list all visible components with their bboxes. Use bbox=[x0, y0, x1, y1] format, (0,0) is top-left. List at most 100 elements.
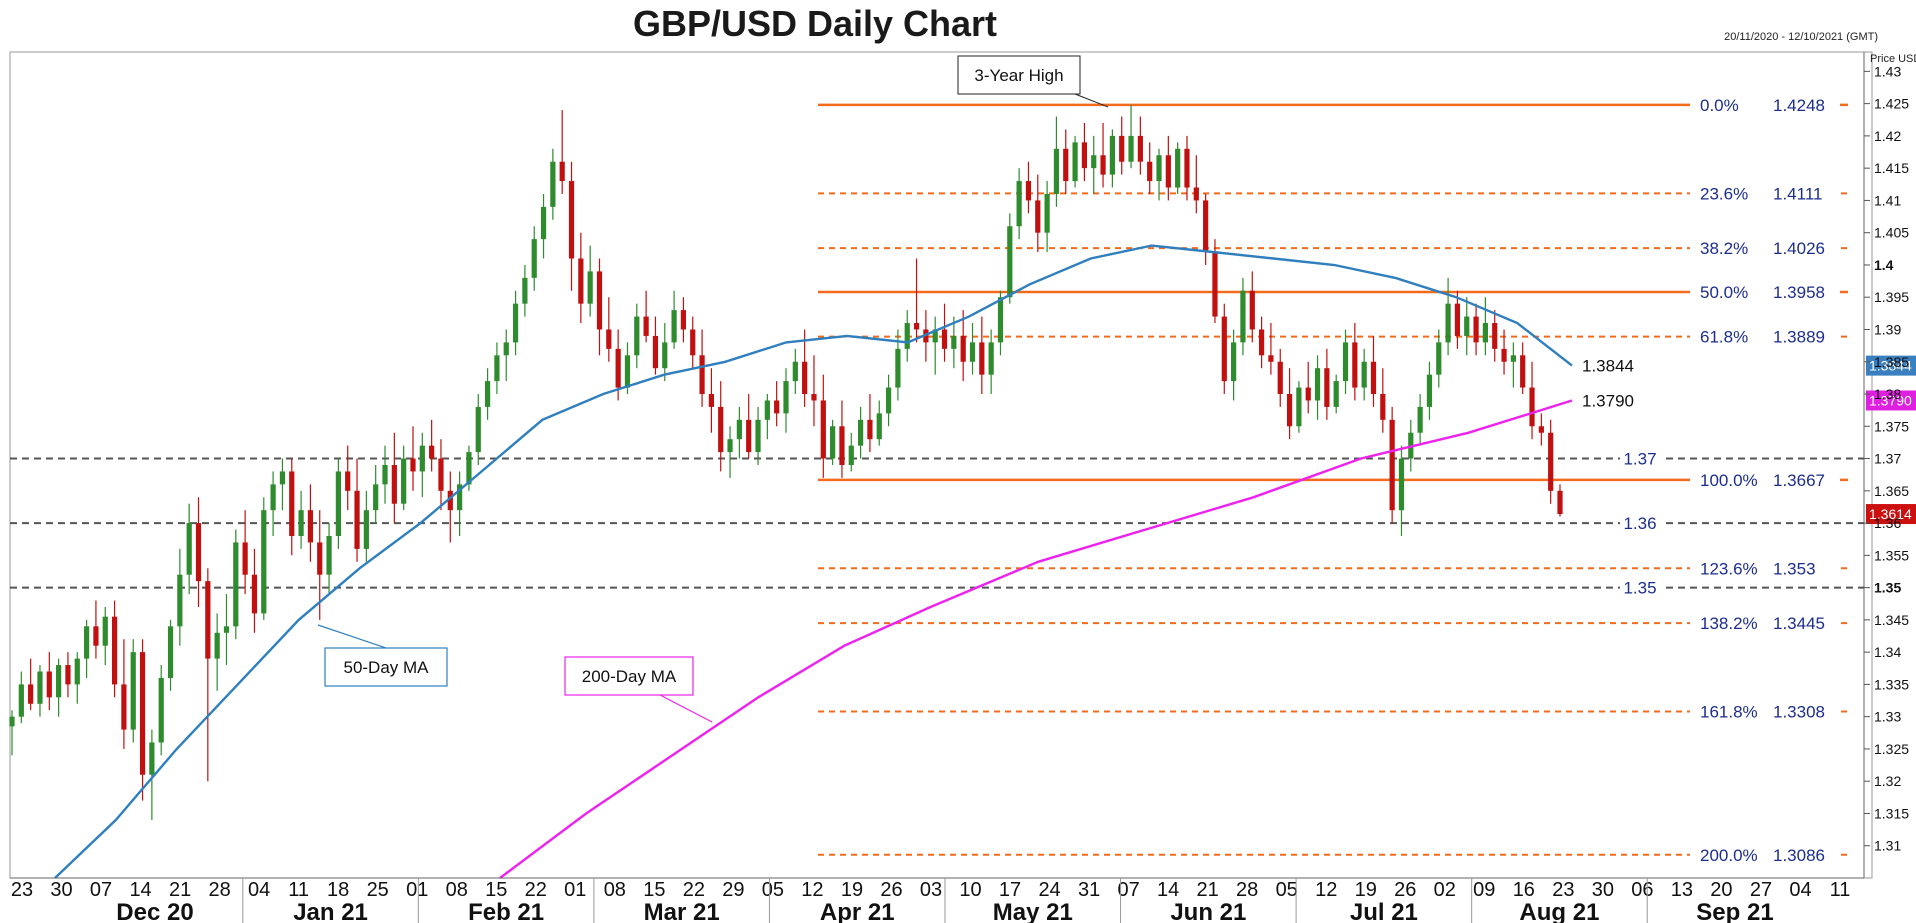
candle-body bbox=[1249, 290, 1255, 330]
x-day-label: 24 bbox=[1038, 879, 1060, 901]
x-day-label: 09 bbox=[1473, 879, 1495, 901]
candle-body bbox=[1333, 381, 1339, 407]
x-day-label: 01 bbox=[406, 879, 428, 901]
candle-body bbox=[1557, 490, 1563, 515]
candle-body bbox=[326, 535, 332, 575]
candle-body bbox=[1370, 361, 1377, 395]
level-label: 1.37 bbox=[1623, 450, 1656, 469]
x-day-label: 16 bbox=[1513, 879, 1535, 901]
fib-price-label: 1.3889 bbox=[1773, 328, 1825, 347]
candle-body bbox=[1203, 200, 1209, 253]
y-tick-label: 1.315 bbox=[1874, 805, 1909, 821]
ma200-label-box bbox=[564, 656, 694, 696]
candle-body bbox=[177, 574, 183, 627]
candle-body bbox=[1212, 252, 1218, 317]
candle-body bbox=[1016, 181, 1022, 227]
candle-body bbox=[820, 400, 826, 459]
candle-body bbox=[242, 542, 248, 575]
candle-body bbox=[1380, 394, 1386, 420]
fib-percent-label: 123.6% bbox=[1700, 559, 1758, 578]
candle-body bbox=[37, 671, 43, 704]
x-day-label: 08 bbox=[604, 879, 626, 901]
y-tick-label: 1.415 bbox=[1874, 160, 1909, 176]
x-day-label: 30 bbox=[1592, 879, 1614, 901]
plot-frame bbox=[9, 51, 1873, 879]
fib-label-bg bbox=[1690, 237, 1840, 260]
x-month-label: Jun 21 bbox=[1170, 899, 1246, 923]
candle-body bbox=[839, 426, 845, 465]
candle-body bbox=[951, 335, 957, 349]
candle-body bbox=[512, 303, 519, 343]
candle-body bbox=[1492, 323, 1498, 349]
candle-body bbox=[74, 658, 80, 685]
candle-body bbox=[475, 406, 481, 453]
candle-body bbox=[1025, 181, 1032, 201]
candle-body bbox=[1445, 303, 1451, 343]
candle-body bbox=[522, 277, 528, 304]
candle-body bbox=[932, 329, 938, 343]
candle-body bbox=[1165, 155, 1171, 188]
candle-body bbox=[1436, 342, 1442, 375]
fib-label-bg bbox=[1690, 182, 1840, 205]
x-day-label: 25 bbox=[367, 879, 389, 901]
candle-body bbox=[690, 329, 696, 356]
candle-body bbox=[680, 310, 687, 330]
x-day-label: 11 bbox=[1830, 879, 1851, 901]
x-day-label: 31 bbox=[1078, 879, 1100, 901]
x-day-label: 26 bbox=[1394, 879, 1416, 901]
candle-body bbox=[587, 271, 593, 304]
x-day-label: 11 bbox=[288, 879, 309, 901]
x-day-label: 19 bbox=[1355, 879, 1377, 901]
level-label: 1.36 bbox=[1623, 514, 1656, 533]
candle-body bbox=[596, 271, 603, 330]
candle-body bbox=[289, 471, 295, 536]
candle-body bbox=[1221, 316, 1227, 382]
y-tick-label: 1.335 bbox=[1874, 676, 1909, 692]
x-day-label: 07 bbox=[1117, 879, 1139, 901]
candle-body bbox=[167, 626, 174, 678]
fib-label-bg bbox=[1690, 281, 1840, 304]
level-label-bg bbox=[1620, 512, 1664, 535]
candle-body bbox=[1314, 368, 1321, 401]
ma50-value-label: 1.3844 bbox=[1582, 357, 1634, 376]
candle-body bbox=[1548, 432, 1554, 491]
candle-body bbox=[1361, 361, 1367, 388]
candle-body bbox=[624, 355, 631, 388]
y-tick-label: 1.32 bbox=[1874, 773, 1901, 789]
candle-body bbox=[1147, 161, 1153, 182]
candle-body bbox=[251, 574, 258, 614]
candle-body bbox=[1342, 342, 1349, 382]
fib-price-label: 1.3445 bbox=[1773, 614, 1825, 633]
price-tag-bg bbox=[1866, 390, 1916, 411]
x-day-label: 07 bbox=[90, 879, 112, 901]
candle-body bbox=[867, 419, 873, 440]
candle-body bbox=[195, 523, 202, 582]
candle-body bbox=[84, 626, 90, 659]
y-tick-label: 1.405 bbox=[1874, 225, 1909, 241]
candlesticks bbox=[9, 104, 1563, 820]
candle-body bbox=[1258, 329, 1265, 356]
candle-body bbox=[391, 465, 397, 504]
x-month-label: Aug 21 bbox=[1519, 899, 1599, 923]
fib-label-bg bbox=[1690, 612, 1840, 635]
candle-body bbox=[1501, 348, 1507, 362]
x-day-label: 17 bbox=[999, 879, 1021, 901]
y-tick-label: 1.43 bbox=[1874, 63, 1901, 79]
x-day-label: 19 bbox=[841, 879, 863, 901]
candle-body bbox=[1128, 135, 1134, 162]
price-tag-bg bbox=[1866, 504, 1916, 525]
moving-averages bbox=[54, 244, 1573, 879]
candle-body bbox=[606, 329, 612, 349]
candle-body bbox=[830, 426, 836, 459]
x-day-label: 30 bbox=[50, 879, 72, 901]
candle-body bbox=[904, 323, 910, 349]
chart-title: GBP/USD Daily Chart bbox=[633, 3, 997, 44]
x-month-label: Jul 21 bbox=[1350, 899, 1418, 923]
candle-body bbox=[1398, 458, 1405, 511]
candle-body bbox=[1240, 290, 1246, 343]
candle-body bbox=[848, 445, 854, 465]
x-month-label: Sep 21 bbox=[1696, 899, 1773, 923]
y-tick-label: 1.36 bbox=[1874, 515, 1901, 531]
x-day-label: 15 bbox=[485, 879, 507, 901]
candle-body bbox=[736, 419, 742, 440]
